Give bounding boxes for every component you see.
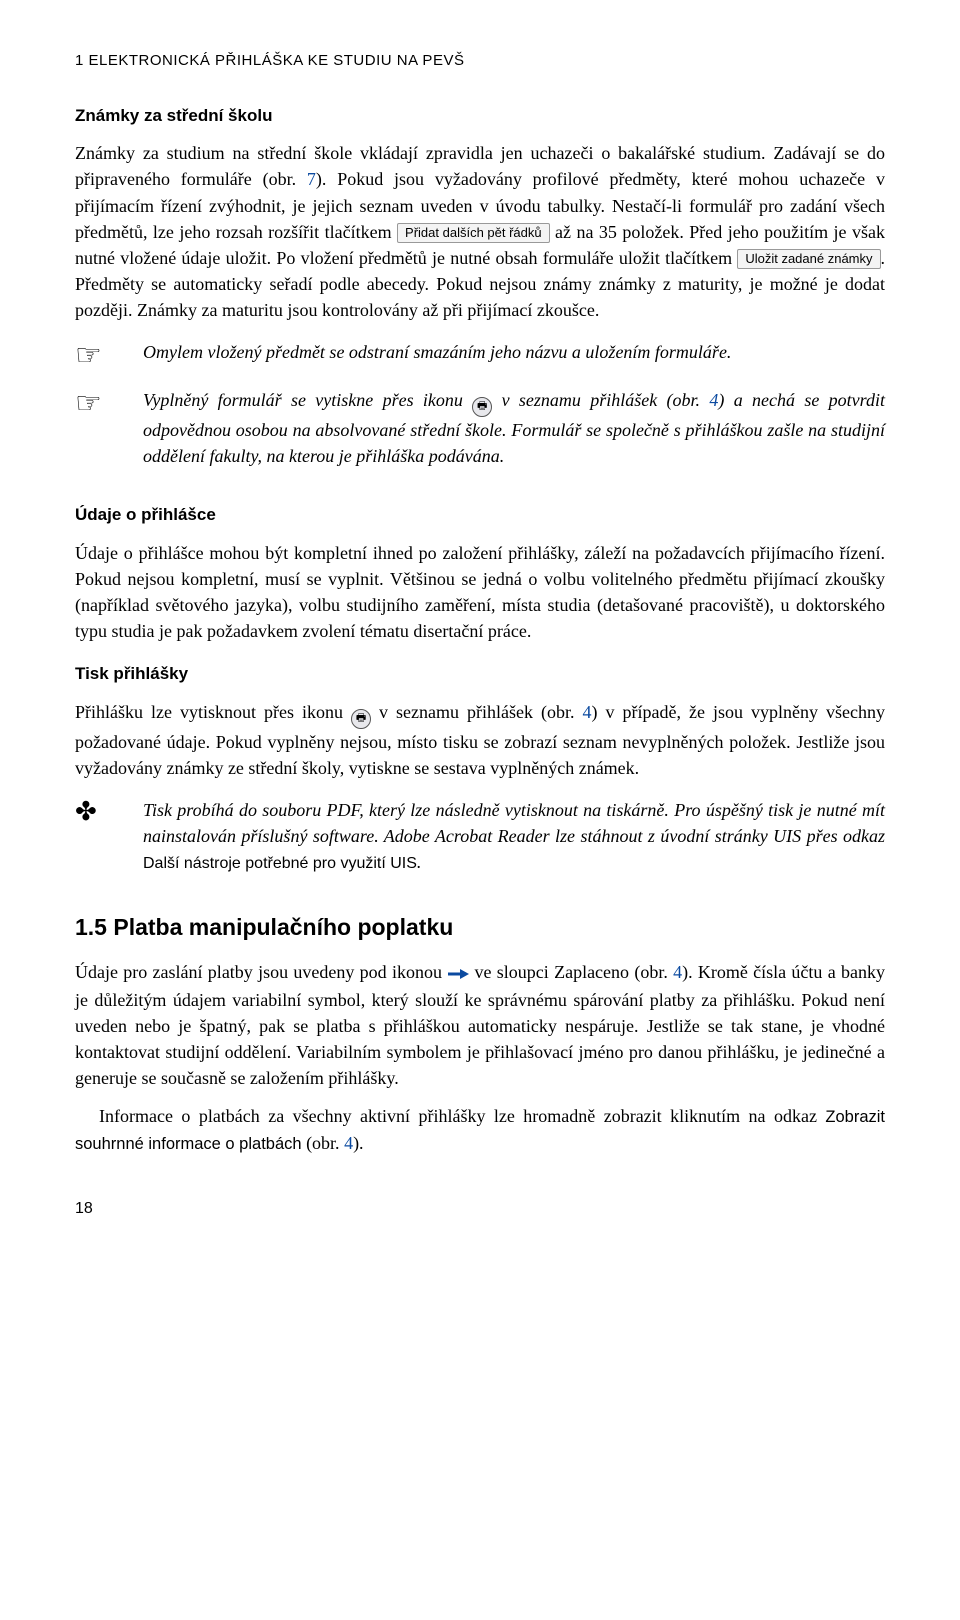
paragraph-grades: Známky za studium na střední škole vklád… — [75, 140, 885, 323]
text: Přihlášku lze vytisknout přes ikonu — [75, 702, 351, 722]
note-text: Tisk probíhá do souboru PDF, který lze n… — [143, 797, 885, 875]
page-number: 18 — [75, 1197, 885, 1220]
text: v seznamu přihlášek (obr. — [371, 702, 583, 722]
arrow-right-icon — [447, 961, 469, 987]
paragraph-application-data: Údaje o přihlášce mohou být kompletní ih… — [75, 540, 885, 644]
note-pdf-print: ✤ Tisk probíhá do souboru PDF, který lze… — [75, 797, 885, 875]
text: Vyplněný formulář se vytiskne přes ikonu — [143, 390, 472, 410]
paragraph-fee-1: Údaje pro zaslání platby jsou uvedeny po… — [75, 959, 885, 1091]
text: Informace o platbách za všechny aktivní … — [99, 1106, 825, 1126]
print-icon: 🖶 — [351, 709, 371, 729]
print-icon: 🖶 — [472, 397, 492, 417]
clover-icon: ✤ — [75, 797, 119, 875]
pointing-hand-icon: ☞ — [75, 387, 119, 469]
heading-grades: Známky za střední školu — [75, 104, 885, 129]
running-header: 1 ELEKTRONICKÁ PŘIHLÁŠKA KE STUDIU NA PE… — [75, 50, 885, 72]
paragraph-print-application: Přihlášku lze vytisknout přes ikonu 🖶 v … — [75, 699, 885, 781]
link-tools: Další nástroje potřebné pro využití UIS — [143, 855, 417, 872]
figure-ref-4[interactable]: 4 — [673, 962, 682, 982]
heading-print-application: Tisk přihlášky — [75, 662, 885, 687]
figure-ref-4[interactable]: 4 — [344, 1133, 353, 1153]
heading-application-data: Údaje o přihlášce — [75, 503, 885, 528]
note-print-form: ☞ Vyplněný formulář se vytiskne přes iko… — [75, 387, 885, 469]
figure-ref-7[interactable]: 7 — [307, 169, 316, 189]
text: Tisk probíhá do souboru PDF, který lze n… — [143, 800, 885, 846]
text: v seznamu přihlášek (obr. — [492, 390, 709, 410]
text: ). — [353, 1133, 364, 1153]
text: ve sloupci Zaplaceno (obr. — [469, 962, 673, 982]
button-save-grades[interactable]: Uložit zadané známky — [737, 249, 880, 270]
text: Údaje pro zaslání platby jsou uvedeny po… — [75, 962, 447, 982]
paragraph-fee-2: Informace o platbách za všechny aktivní … — [75, 1103, 885, 1157]
button-add-rows[interactable]: Přidat dalších pět řádků — [397, 223, 550, 244]
text: . — [417, 852, 422, 872]
note-text: Vyplněný formulář se vytiskne přes ikonu… — [143, 387, 885, 469]
note-text: Omylem vložený předmět se odstraní smazá… — [143, 339, 885, 371]
figure-ref-4[interactable]: 4 — [583, 702, 592, 722]
text: (obr. — [302, 1133, 345, 1153]
note-delete-subject: ☞ Omylem vložený předmět se odstraní sma… — [75, 339, 885, 371]
heading-section-1-5: 1.5 Platba manipulačního poplatku — [75, 911, 885, 944]
pointing-hand-icon: ☞ — [75, 339, 119, 371]
